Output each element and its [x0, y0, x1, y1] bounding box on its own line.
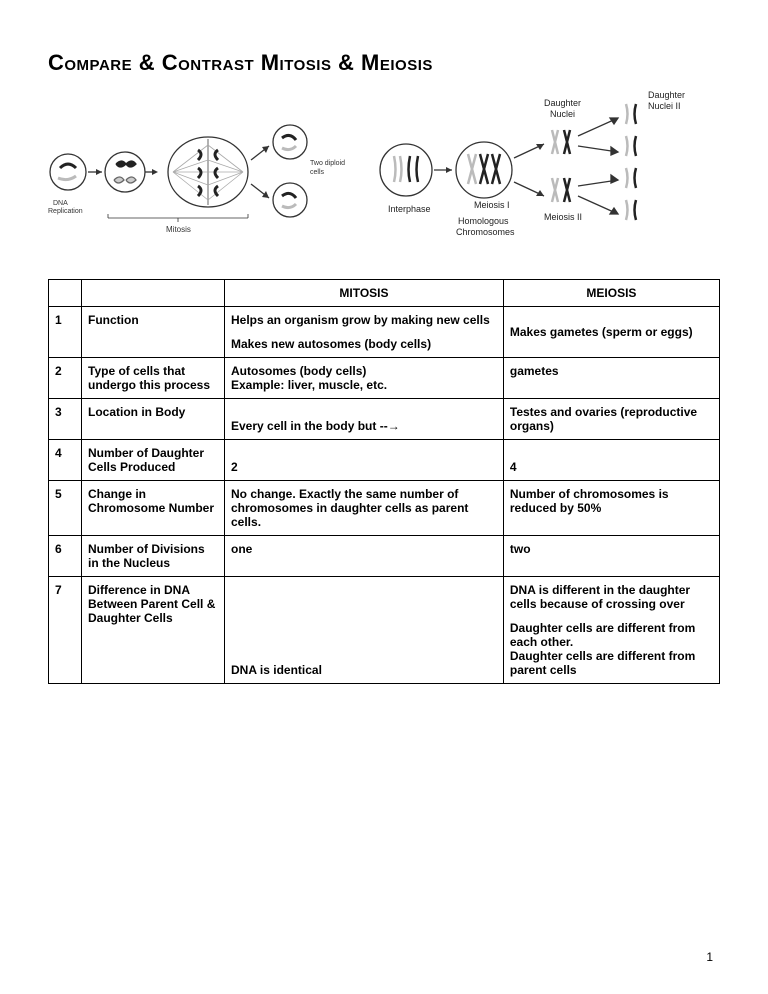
cell-mitosis: 2 [225, 440, 504, 481]
svg-text:cells: cells [310, 169, 325, 176]
cell-mitosis: Every cell in the body but --→ [225, 399, 504, 440]
cell-text: 4 [510, 460, 517, 474]
homologous-label: Homologous [458, 216, 509, 226]
row-category: Location in Body [82, 399, 225, 440]
cell-text: Helps an organism grow by making new cel… [231, 313, 497, 327]
row-number: 2 [49, 358, 82, 399]
table-row: 2 Type of cells that undergo this proces… [49, 358, 720, 399]
cell-text: Testes and ovaries (reproductive organs) [510, 405, 697, 433]
table-header-row: MITOSIS MEIOSIS [49, 280, 720, 307]
two-diploid-label: Two diploid [310, 160, 345, 167]
row-category: Function [82, 307, 225, 358]
svg-text:Nuclei II: Nuclei II [648, 101, 681, 111]
page-title: Compare & Contrast Mitosis & Meiosis [48, 50, 720, 76]
cell-mitosis: DNA is identical [225, 577, 504, 684]
row-number: 3 [49, 399, 82, 440]
row-category: Type of cells that undergo this process [82, 358, 225, 399]
row-category: Difference in DNA Between Parent Cell & … [82, 577, 225, 684]
cell-text: Daughter cells are different from parent… [510, 649, 713, 677]
cell-mitosis: No change. Exactly the same number of ch… [225, 481, 504, 536]
interphase-label: Interphase [388, 204, 431, 214]
meiosis-ii-label: Meiosis II [544, 212, 582, 222]
cell-text: Makes gametes (sperm or eggs) [510, 325, 713, 339]
row-number: 5 [49, 481, 82, 536]
svg-text:Chromosomes: Chromosomes [456, 227, 515, 237]
row-number: 6 [49, 536, 82, 577]
row-category: Change in Chromosome Number [82, 481, 225, 536]
row-category: Number of Divisions in the Nucleus [82, 536, 225, 577]
row-number: 1 [49, 307, 82, 358]
cell-text: DNA is different in the daughter cells b… [510, 583, 713, 611]
cell-meiosis: Testes and ovaries (reproductive organs) [503, 399, 719, 440]
cell-text: Daughter cells are different from each o… [510, 621, 713, 649]
table-row: 4 Number of Daughter Cells Produced 2 4 [49, 440, 720, 481]
row-number: 7 [49, 577, 82, 684]
header-meiosis: MEIOSIS [503, 280, 719, 307]
cell-meiosis: DNA is different in the daughter cells b… [503, 577, 719, 684]
cell-meiosis: Makes gametes (sperm or eggs) [503, 307, 719, 358]
row-number: 4 [49, 440, 82, 481]
header-mitosis: MITOSIS [225, 280, 504, 307]
cell-diagram: DNA Replication Mitosis Two diploid cell… [48, 90, 720, 245]
cell-text: Makes new autosomes (body cells) [231, 337, 497, 351]
cell-text: DNA is identical [231, 663, 322, 677]
cell-text: Every cell in the body but --→ [231, 419, 400, 433]
dna-replication-label: DNA [53, 200, 68, 207]
cell-meiosis: gametes [503, 358, 719, 399]
cell-meiosis: two [503, 536, 719, 577]
table-row: 6 Number of Divisions in the Nucleus one… [49, 536, 720, 577]
daughter-nuclei-label: Daughter [544, 98, 581, 108]
header-blank-1 [49, 280, 82, 307]
cell-text: Autosomes (body cells) Example: liver, m… [231, 364, 387, 392]
cell-text: 2 [231, 460, 238, 474]
daughter-nuclei-ii-label: Daughter [648, 90, 685, 100]
header-blank-2 [82, 280, 225, 307]
table-row: 7 Difference in DNA Between Parent Cell … [49, 577, 720, 684]
cell-mitosis: Autosomes (body cells) Example: liver, m… [225, 358, 504, 399]
table-row: 3 Location in Body Every cell in the bod… [49, 399, 720, 440]
page-number: 1 [706, 950, 713, 964]
cell-meiosis: Number of chromosomes is reduced by 50% [503, 481, 719, 536]
meiosis-i-label: Meiosis I [474, 200, 510, 210]
cell-mitosis: Helps an organism grow by making new cel… [225, 307, 504, 358]
page: Compare & Contrast Mitosis & Meiosis [0, 0, 768, 994]
mitosis-bracket-label: Mitosis [166, 225, 191, 234]
svg-text:Replication: Replication [48, 208, 83, 215]
comparison-table: MITOSIS MEIOSIS 1 Function Helps an orga… [48, 279, 720, 684]
svg-text:Nuclei: Nuclei [550, 109, 575, 119]
table-row: 5 Change in Chromosome Number No change.… [49, 481, 720, 536]
cell-mitosis: one [225, 536, 504, 577]
row-category: Number of Daughter Cells Produced [82, 440, 225, 481]
table-row: 1 Function Helps an organism grow by mak… [49, 307, 720, 358]
cell-meiosis: 4 [503, 440, 719, 481]
diagram-region: DNA Replication Mitosis Two diploid cell… [48, 90, 720, 245]
